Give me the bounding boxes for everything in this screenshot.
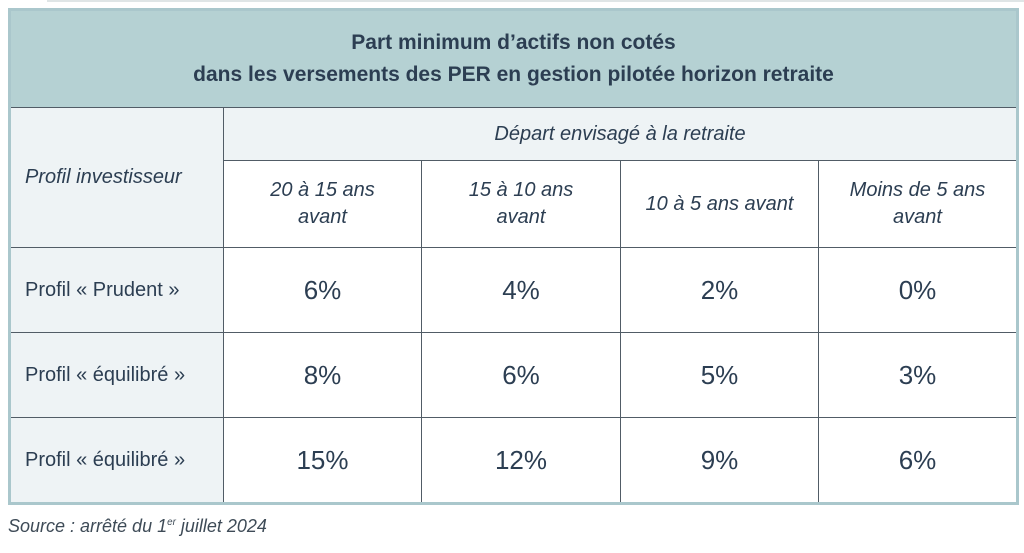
page-top-edge-line (47, 0, 1024, 2)
per-minimum-assets-figure: Part minimum d’actifs non cotés dans les… (8, 8, 1019, 505)
value-cell: 9% (620, 417, 819, 504)
column-header-moins-5: Moins de 5 ans avant (818, 160, 1018, 248)
value-cell: 4% (421, 247, 621, 333)
value-cell: 6% (223, 247, 422, 333)
group-header-depart-retraite: Départ envisagé à la retraite (223, 107, 1018, 161)
value-cell: 12% (421, 417, 621, 504)
value-cell: 5% (620, 332, 819, 418)
source-text-suffix: juillet 2024 (175, 516, 267, 536)
table-row: Profil « équilibré » 15% 12% 9% 6% (9, 417, 1018, 504)
source-note: Source : arrêté du 1er juillet 2024 (8, 516, 267, 537)
column-header-15-10: 15 à 10 ans avant (421, 160, 621, 248)
column-header-10-5: 10 à 5 ans avant (620, 160, 819, 248)
value-cell: 6% (818, 417, 1018, 504)
source-superscript: er (167, 517, 176, 528)
table-title: Part minimum d’actifs non cotés dans les… (9, 9, 1018, 108)
table-row: Profil « Prudent » 6% 4% 2% 0% (9, 247, 1018, 333)
title-row: Part minimum d’actifs non cotés dans les… (9, 9, 1018, 108)
value-cell: 6% (421, 332, 621, 418)
source-text-prefix: Source : arrêté du 1 (8, 516, 168, 536)
table-title-line2: dans les versements des PER en gestion p… (193, 63, 834, 86)
value-cell: 15% (223, 417, 422, 504)
value-cell: 0% (818, 247, 1018, 333)
per-minimum-assets-table: Part minimum d’actifs non cotés dans les… (8, 8, 1019, 505)
column-header-row: 20 à 15 ans avant 15 à 10 ans avant 10 à… (10, 160, 1018, 248)
column-header-20-15: 20 à 15 ans avant (223, 160, 422, 248)
value-cell: 2% (620, 247, 819, 333)
row-label-equilibre: Profil « équilibré » (9, 332, 224, 418)
row-label-equilibre-2: Profil « équilibré » (9, 417, 224, 504)
group-header-row: Profil investisseur Départ envisagé à la… (9, 107, 1018, 248)
table-row: Profil « équilibré » 8% 6% 5% 3% (9, 332, 1018, 418)
row-label-prudent: Profil « Prudent » (9, 247, 224, 333)
corner-header-profil-investisseur: Profil investisseur (9, 107, 224, 248)
value-cell: 8% (223, 332, 422, 418)
table-title-line1: Part minimum d’actifs non cotés (351, 31, 676, 55)
value-cell: 3% (818, 332, 1018, 418)
